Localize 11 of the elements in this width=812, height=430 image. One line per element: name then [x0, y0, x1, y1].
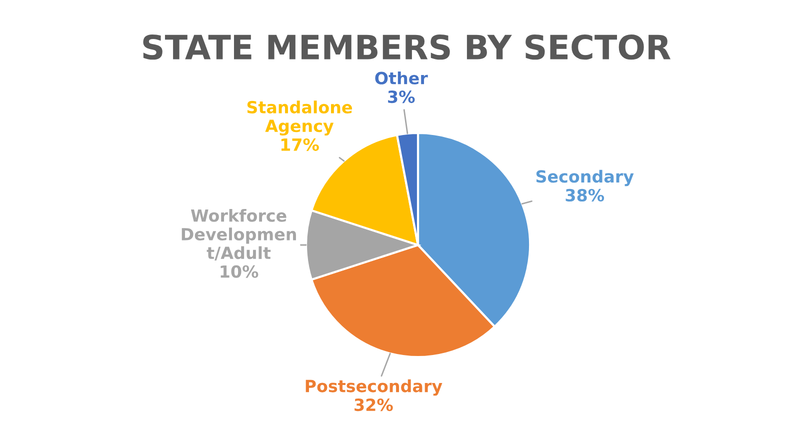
chart-title: STATE MEMBERS BY SECTOR	[143, 34, 671, 60]
slice-label: Secondary	[536, 170, 634, 186]
slice-label: Postsecondary	[306, 379, 442, 396]
data-label: 3%	[388, 90, 415, 104]
data-label: 38%	[566, 188, 604, 202]
slice-label: Other	[375, 72, 428, 84]
data-label: 32%	[354, 398, 393, 412]
slice-label: Workforce Development/Adult	[182, 208, 296, 260]
slice-label: Standalone Agency	[247, 100, 352, 136]
data-label: 17%	[281, 138, 319, 151]
data-label: 10%	[220, 265, 258, 278]
